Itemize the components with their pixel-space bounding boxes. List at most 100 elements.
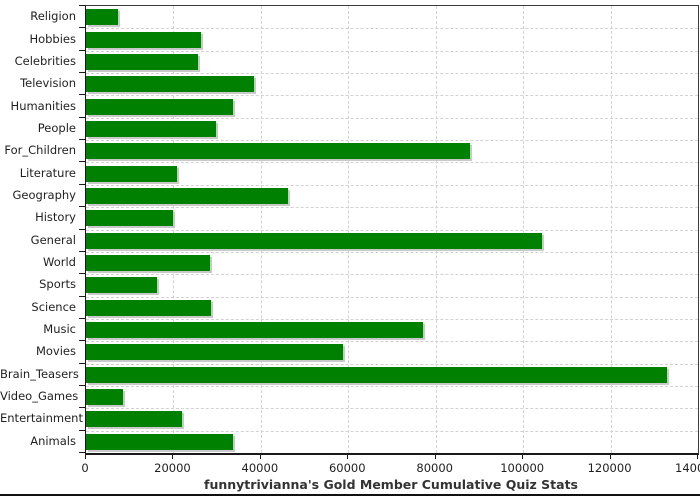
- horizontal-gridline: [86, 184, 698, 186]
- bar-sports: [86, 277, 157, 294]
- y-axis-tick: [79, 362, 85, 364]
- bar-movies: [86, 344, 343, 361]
- y-axis-tick: [79, 27, 85, 29]
- bar-for_children: [86, 143, 470, 160]
- x-axis-tick-label: 40000: [241, 461, 279, 475]
- x-axis-tick-label: 100000: [500, 461, 545, 475]
- x-axis-tick-label: 20000: [154, 461, 191, 475]
- horizontal-gridline: [86, 50, 698, 52]
- category-label-religion: Religion: [30, 9, 76, 24]
- x-axis-tick-label: 80000: [416, 461, 453, 475]
- y-axis-tick: [79, 228, 85, 230]
- y-axis-tick: [79, 206, 85, 208]
- category-label-humanities: Humanities: [10, 98, 76, 113]
- horizontal-gridline: [86, 229, 698, 231]
- x-axis-tick: [259, 454, 261, 459]
- category-label-music: Music: [43, 322, 76, 337]
- category-label-movies: Movies: [35, 344, 76, 359]
- plot-area: [85, 5, 699, 455]
- horizontal-gridline: [86, 274, 698, 276]
- bottom-frame-line: [0, 494, 700, 496]
- x-axis-tick: [172, 454, 174, 459]
- bar-science: [86, 299, 211, 316]
- y-axis-tick: [79, 72, 85, 74]
- bar-literature: [86, 165, 177, 182]
- bar-hobbies: [86, 31, 201, 48]
- bar-world: [86, 255, 210, 272]
- x-axis-tick: [85, 454, 86, 459]
- horizontal-gridline: [86, 430, 698, 432]
- bar-celebrities: [86, 53, 198, 70]
- x-axis-tick: [609, 454, 611, 459]
- x-axis-tick-label: 0: [81, 461, 89, 475]
- category-label-sports: Sports: [39, 277, 76, 292]
- category-label-entertainment: Entertainment: [0, 411, 83, 426]
- y-axis-tick: [79, 429, 85, 431]
- category-label-science: Science: [31, 299, 76, 314]
- y-axis-tick: [79, 183, 85, 185]
- horizontal-gridline: [86, 95, 698, 97]
- y-axis-tick: [79, 250, 85, 252]
- bar-general: [86, 232, 542, 249]
- chart-title: funnytrivianna's Gold Member Cumulative …: [204, 477, 578, 492]
- category-label-geography: Geography: [12, 187, 77, 202]
- y-axis-tick: [79, 407, 85, 409]
- y-axis-tick: [79, 340, 85, 342]
- horizontal-gridline: [86, 117, 698, 119]
- bar-entertainment: [86, 411, 182, 428]
- bar-music: [86, 322, 423, 339]
- horizontal-gridline: [86, 251, 698, 253]
- x-axis-tick-label: 60000: [328, 461, 366, 475]
- category-label-people: People: [37, 120, 76, 135]
- y-axis-tick: [79, 273, 85, 275]
- category-label-literature: Literature: [19, 165, 76, 180]
- horizontal-gridline: [86, 73, 698, 75]
- category-label-history: History: [35, 210, 76, 225]
- bar-animals: [86, 433, 233, 450]
- bar-humanities: [86, 98, 233, 115]
- category-label-brain_teasers: Brain_Teasers: [0, 366, 79, 381]
- category-label-for_children: For_Children: [4, 143, 76, 158]
- category-label-television: Television: [20, 76, 76, 91]
- bar-history: [86, 210, 173, 227]
- bar-religion: [86, 9, 118, 26]
- category-label-video_games: Video_Games: [0, 389, 79, 404]
- category-label-hobbies: Hobbies: [29, 31, 76, 46]
- horizontal-gridline: [86, 318, 698, 320]
- y-axis-tick: [79, 139, 85, 141]
- bar-video_games: [86, 389, 123, 406]
- horizontal-gridline: [86, 408, 698, 410]
- bar-people: [86, 120, 216, 137]
- bar-geography: [86, 187, 288, 204]
- horizontal-gridline: [86, 162, 698, 164]
- x-axis-tick-label: 140000: [675, 461, 700, 475]
- y-axis-tick: [79, 5, 85, 6]
- category-label-world: World: [43, 255, 76, 270]
- horizontal-gridline: [86, 140, 698, 142]
- y-axis-tick: [79, 94, 85, 96]
- y-axis-tick: [79, 116, 85, 118]
- horizontal-gridline: [86, 296, 698, 298]
- bar-brain_teasers: [86, 366, 667, 383]
- x-axis-tick: [347, 454, 349, 459]
- horizontal-gridline: [86, 28, 698, 30]
- y-axis-tick: [79, 161, 85, 163]
- category-label-celebrities: Celebrities: [14, 53, 76, 68]
- horizontal-gridline: [86, 341, 698, 343]
- y-axis-tick: [79, 317, 85, 319]
- horizontal-gridline: [86, 385, 698, 387]
- horizontal-gridline: [86, 207, 698, 209]
- y-axis-tick: [79, 295, 85, 297]
- y-axis-tick: [79, 451, 85, 453]
- x-axis-tick-label: 120000: [587, 461, 632, 475]
- category-label-general: General: [30, 232, 76, 247]
- y-axis-tick: [79, 384, 85, 386]
- y-axis-tick: [79, 49, 85, 51]
- x-axis-tick: [697, 454, 698, 459]
- bar-television: [86, 76, 254, 93]
- x-axis-tick: [434, 454, 436, 459]
- x-axis-tick: [522, 454, 524, 459]
- category-label-animals: Animals: [30, 433, 76, 448]
- horizontal-gridline: [86, 363, 698, 365]
